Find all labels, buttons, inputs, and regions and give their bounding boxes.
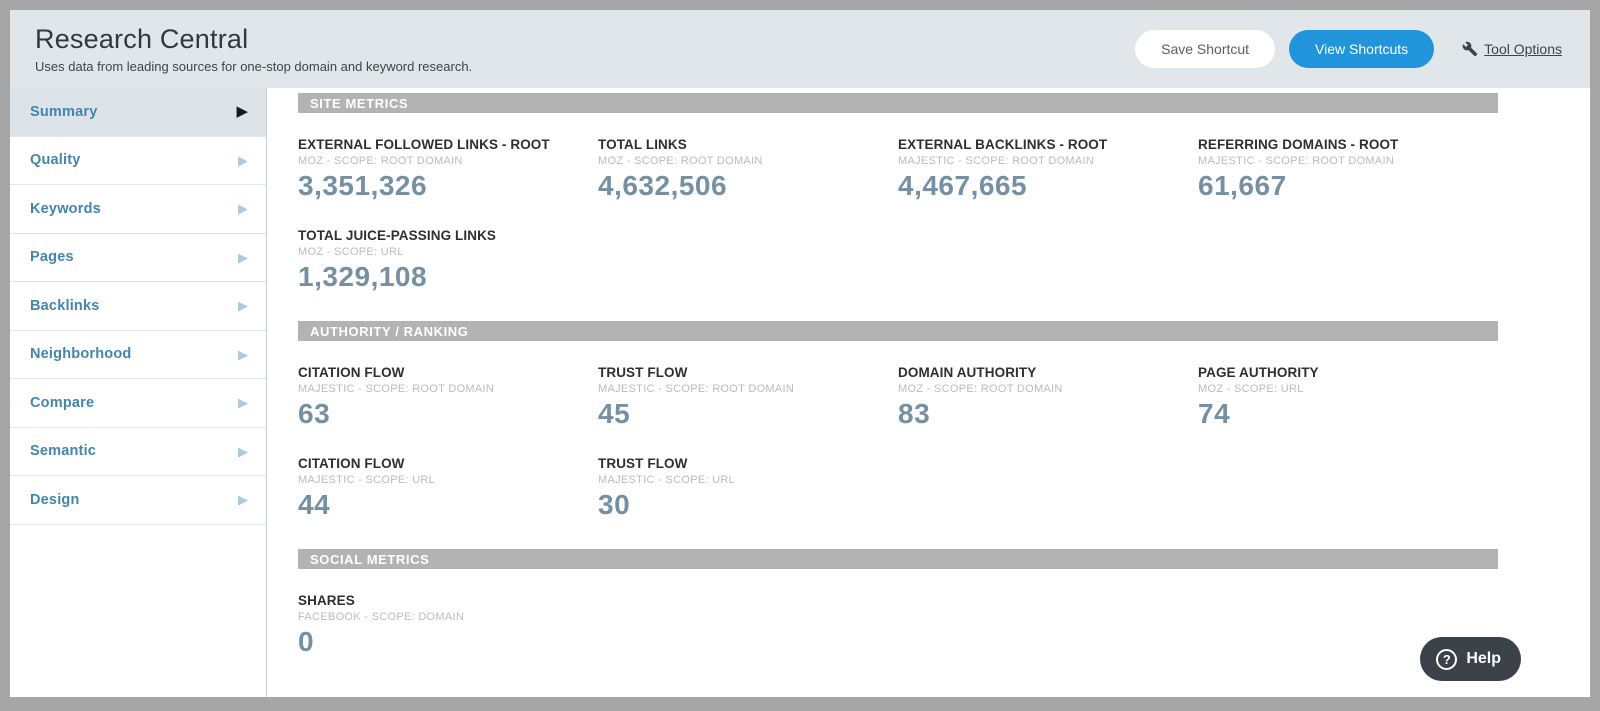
tool-options-link[interactable]: Tool Options <box>1462 41 1562 57</box>
sidebar-item-label: Backlinks <box>30 297 100 314</box>
sidebar-item-label: Pages <box>30 249 74 266</box>
sidebar-item-keywords[interactable]: Keywords ▶ <box>10 185 266 234</box>
metric-title: DOMAIN AUTHORITY <box>898 365 1037 380</box>
metric-value: 3,351,326 <box>298 170 428 201</box>
metric-title: REFERRING DOMAINS - ROOT <box>1198 137 1399 152</box>
chevron-right-icon: ▶ <box>238 249 248 265</box>
metric-source: MOZ - SCOPE: ROOT DOMAIN <box>598 155 763 167</box>
metric-source: MOZ - SCOPE: URL <box>1198 383 1304 395</box>
metric-card: DOMAIN AUTHORITY MOZ - SCOPE: ROOT DOMAIN… <box>898 365 1198 430</box>
sidebar-item-quality[interactable]: Quality ▶ <box>10 136 266 185</box>
metric-value: 4,467,665 <box>898 170 1028 201</box>
question-mark-icon: ? <box>1436 648 1458 670</box>
chevron-right-icon: ▶ <box>238 443 248 459</box>
metric-card: EXTERNAL FOLLOWED LINKS - ROOT MOZ - SCOP… <box>298 137 598 202</box>
metric-card: SHARES FACEBOOK - SCOPE: DOMAIN 0 <box>298 593 598 658</box>
metric-value: 45 <box>598 398 631 429</box>
metric-card: EXTERNAL BACKLINKS - ROOT MAJESTIC - SCOP… <box>898 137 1198 202</box>
sidebar-nav: Summary ▶ Quality ▶ Keywords ▶ Pages ▶ Backlinks… <box>10 88 267 697</box>
sidebar-item-label: Design <box>30 491 80 508</box>
metric-card: TOTAL LINKS MOZ - SCOPE: ROOT DOMAIN 4,632… <box>598 137 898 202</box>
metric-card: CITATION FLOW MAJESTIC - SCOPE: URL 44 <box>298 456 598 521</box>
metric-title: CITATION FLOW <box>298 456 405 471</box>
chevron-right-icon: ▶ <box>238 395 248 411</box>
metric-source: MAJESTIC - SCOPE: URL <box>598 474 736 486</box>
metric-title: TRUST FLOW <box>598 365 688 380</box>
metric-source: MAJESTIC - SCOPE: ROOT DOMAIN <box>298 383 495 395</box>
sidebar-item-summary[interactable]: Summary ▶ <box>10 88 266 137</box>
metric-card: PAGE AUTHORITY MOZ - SCOPE: URL 74 <box>1198 365 1498 430</box>
section-header: AUTHORITY / RANKING <box>298 321 1498 341</box>
metric-title: TOTAL JUICE-PASSING LINKS <box>298 228 497 243</box>
metric-title: TRUST FLOW <box>598 456 688 471</box>
metric-card: TRUST FLOW MAJESTIC - SCOPE: ROOT DOMAIN 4… <box>598 365 898 430</box>
metric-source: MOZ - SCOPE: ROOT DOMAIN <box>298 155 463 167</box>
metric-source: FACEBOOK - SCOPE: DOMAIN <box>298 611 465 623</box>
sidebar-item-semantic[interactable]: Semantic ▶ <box>10 427 266 476</box>
tool-options-label: Tool Options <box>1484 41 1562 57</box>
chevron-right-icon: ▶ <box>238 346 248 362</box>
sidebar-item-backlinks[interactable]: Backlinks ▶ <box>10 282 266 331</box>
metric-source: MOZ - SCOPE: ROOT DOMAIN <box>898 383 1063 395</box>
app-window: Research Central Uses data from leading … <box>10 10 1590 697</box>
metric-value: 44 <box>298 489 331 520</box>
metric-card: TRUST FLOW MAJESTIC - SCOPE: URL 30 <box>598 456 898 521</box>
sidebar-item-label: Summary <box>30 103 98 120</box>
metric-title: EXTERNAL BACKLINKS - ROOT <box>898 137 1108 152</box>
page-subtitle: Uses data from leading sources for one-s… <box>35 59 473 74</box>
metric-title: PAGE AUTHORITY <box>1198 365 1319 380</box>
metric-grid: SHARES FACEBOOK - SCOPE: DOMAIN 0 <box>298 593 1498 658</box>
help-button-label: Help <box>1466 650 1501 667</box>
page-header: Research Central Uses data from leading … <box>10 10 1590 88</box>
sidebar-item-label: Semantic <box>30 443 97 460</box>
view-shortcuts-button[interactable]: View Shortcuts <box>1289 30 1435 68</box>
chevron-right-icon: ▶ <box>238 201 248 217</box>
sidebar-item-design[interactable]: Design ▶ <box>10 476 266 525</box>
chevron-right-icon: ▶ <box>238 492 248 508</box>
metrics-container: SITE METRICS EXTERNAL FOLLOWED LINKS - RO… <box>298 93 1498 658</box>
help-button[interactable]: ? Help <box>1420 637 1521 681</box>
metric-value: 74 <box>1198 398 1231 429</box>
sidebar-item-compare[interactable]: Compare ▶ <box>10 379 266 428</box>
metric-grid: EXTERNAL FOLLOWED LINKS - ROOT MOZ - SCOP… <box>298 137 1498 293</box>
metric-value: 0 <box>298 626 315 657</box>
wrench-icon <box>1462 41 1478 57</box>
metric-source: MAJESTIC - SCOPE: URL <box>298 474 436 486</box>
metric-value: 30 <box>598 489 631 520</box>
metric-grid: CITATION FLOW MAJESTIC - SCOPE: ROOT DOMA… <box>298 365 1498 521</box>
main-content: SITE METRICS EXTERNAL FOLLOWED LINKS - RO… <box>267 88 1590 697</box>
metric-source: MAJESTIC - SCOPE: ROOT DOMAIN <box>598 383 795 395</box>
chevron-right-icon: ▶ <box>236 103 248 121</box>
metric-title: EXTERNAL FOLLOWED LINKS - ROOT <box>298 137 550 152</box>
chevron-right-icon: ▶ <box>238 298 248 314</box>
sidebar-item-label: Compare <box>30 394 95 411</box>
sidebar-item-neighborhood[interactable]: Neighborhood ▶ <box>10 330 266 379</box>
metric-value: 83 <box>898 398 931 429</box>
metric-value: 61,667 <box>1198 170 1287 201</box>
sidebar-item-label: Keywords <box>30 200 101 217</box>
metric-card: TOTAL JUICE-PASSING LINKS MOZ - SCOPE: UR… <box>298 228 598 293</box>
metric-source: MOZ - SCOPE: URL <box>298 246 404 258</box>
metric-value: 1,329,108 <box>298 261 428 292</box>
page-title: Research Central <box>35 24 249 54</box>
metric-value: 63 <box>298 398 331 429</box>
metric-card: CITATION FLOW MAJESTIC - SCOPE: ROOT DOMA… <box>298 365 598 430</box>
section-header: SOCIAL METRICS <box>298 549 1498 569</box>
sidebar-item-pages[interactable]: Pages ▶ <box>10 233 266 282</box>
header-titles: Research Central Uses data from leading … <box>35 24 472 74</box>
metric-title: CITATION FLOW <box>298 365 405 380</box>
save-shortcut-button[interactable]: Save Shortcut <box>1135 30 1276 68</box>
sidebar-item-label: Quality <box>30 152 81 169</box>
metric-source: MAJESTIC - SCOPE: ROOT DOMAIN <box>1198 155 1395 167</box>
metric-card: REFERRING DOMAINS - ROOT MAJESTIC - SCOPE… <box>1198 137 1498 202</box>
metric-value: 4,632,506 <box>598 170 728 201</box>
body-row: Summary ▶ Quality ▶ Keywords ▶ Pages ▶ Backlinks… <box>10 88 1590 697</box>
section-header: SITE METRICS <box>298 93 1498 113</box>
chevron-right-icon: ▶ <box>238 152 248 168</box>
sidebar-item-label: Neighborhood <box>30 346 132 363</box>
header-actions: Save Shortcut View Shortcuts Tool Option… <box>1135 30 1562 68</box>
metric-source: MAJESTIC - SCOPE: ROOT DOMAIN <box>898 155 1095 167</box>
metric-title: TOTAL LINKS <box>598 137 687 152</box>
metric-title: SHARES <box>298 593 355 608</box>
